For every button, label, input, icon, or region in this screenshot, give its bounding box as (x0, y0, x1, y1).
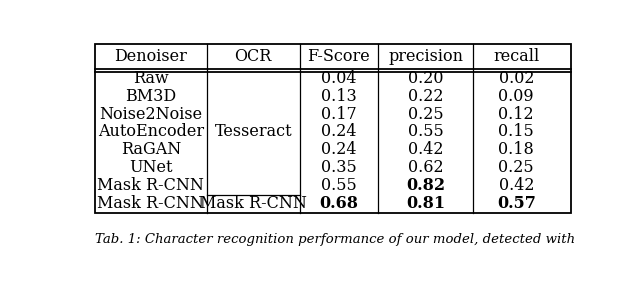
Text: Denoiser: Denoiser (115, 48, 188, 65)
Text: 0.81: 0.81 (406, 195, 445, 212)
Text: 0.22: 0.22 (408, 88, 444, 105)
Text: OCR: OCR (234, 48, 272, 65)
Text: 0.24: 0.24 (321, 141, 356, 158)
Text: 0.20: 0.20 (408, 70, 444, 87)
Text: 0.55: 0.55 (321, 177, 356, 194)
Text: Mask R-CNN: Mask R-CNN (97, 195, 204, 212)
Text: 0.42: 0.42 (408, 141, 444, 158)
Text: 0.25: 0.25 (408, 105, 444, 123)
Text: Raw: Raw (133, 70, 169, 87)
Text: 0.12: 0.12 (499, 105, 534, 123)
Text: AutoEncoder: AutoEncoder (98, 123, 204, 140)
Text: 0.82: 0.82 (406, 177, 445, 194)
Text: 0.57: 0.57 (497, 195, 536, 212)
Text: 0.04: 0.04 (321, 70, 356, 87)
Text: recall: recall (493, 48, 540, 65)
Text: 0.25: 0.25 (499, 159, 534, 176)
Bar (95, 44, 571, 213)
Text: RaGAN: RaGAN (121, 141, 181, 158)
Text: Noise2Noise: Noise2Noise (99, 105, 202, 123)
Text: 0.62: 0.62 (408, 159, 444, 176)
Text: 0.55: 0.55 (408, 123, 444, 140)
Text: 0.35: 0.35 (321, 159, 356, 176)
Text: 0.09: 0.09 (499, 88, 534, 105)
Text: 0.24: 0.24 (321, 123, 356, 140)
Text: 0.02: 0.02 (499, 70, 534, 87)
Text: Mask R-CNN: Mask R-CNN (200, 195, 307, 212)
Text: 0.13: 0.13 (321, 88, 356, 105)
Text: 0.15: 0.15 (499, 123, 534, 140)
Text: 0.42: 0.42 (499, 177, 534, 194)
Text: Mask R-CNN: Mask R-CNN (97, 177, 204, 194)
Text: UNet: UNet (129, 159, 173, 176)
Text: 0.18: 0.18 (499, 141, 534, 158)
Text: Tesseract: Tesseract (214, 123, 292, 140)
Text: 0.68: 0.68 (319, 195, 358, 212)
Text: BM3D: BM3D (125, 88, 177, 105)
Text: precision: precision (388, 48, 463, 65)
Text: Tab. 1: Character recognition performance of our model, detected with: Tab. 1: Character recognition performanc… (95, 233, 575, 246)
Text: 0.17: 0.17 (321, 105, 356, 123)
Text: F-Score: F-Score (308, 48, 371, 65)
